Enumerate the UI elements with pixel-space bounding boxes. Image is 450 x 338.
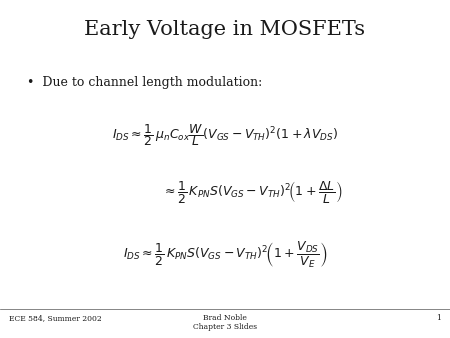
Text: ECE 584, Summer 2002: ECE 584, Summer 2002 [9, 314, 102, 322]
Text: $\approx \dfrac{1}{2}\,K_{PN}S(V_{GS}-V_{TH})^{2}\!\left(1+\dfrac{\Delta L}{L}\r: $\approx \dfrac{1}{2}\,K_{PN}S(V_{GS}-V_… [162, 179, 342, 205]
Text: •  Due to channel length modulation:: • Due to channel length modulation: [27, 76, 262, 89]
Text: Early Voltage in MOSFETs: Early Voltage in MOSFETs [85, 20, 365, 39]
Text: $I_{DS} \approx \dfrac{1}{2}\,\mu_n C_{ox}\dfrac{W}{L}(V_{GS}-V_{TH})^{2}(1+\lam: $I_{DS} \approx \dfrac{1}{2}\,\mu_n C_{o… [112, 122, 338, 148]
Text: Brad Noble
Chapter 3 Slides: Brad Noble Chapter 3 Slides [193, 314, 257, 331]
Text: $I_{DS} \approx \dfrac{1}{2}\,K_{PN}S(V_{GS}-V_{TH})^{2}\!\left(1+\dfrac{V_{DS}}: $I_{DS} \approx \dfrac{1}{2}\,K_{PN}S(V_… [123, 240, 327, 270]
Text: 1: 1 [436, 314, 441, 322]
